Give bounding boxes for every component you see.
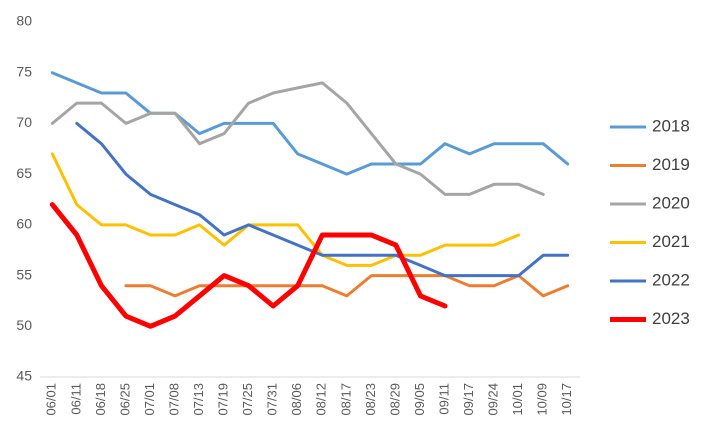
legend-label: 2022 [652, 270, 690, 289]
y-tick-label: 55 [16, 266, 32, 282]
x-tick-label: 09/11 [436, 383, 451, 415]
legend-label: 2020 [652, 193, 690, 212]
x-tick-label: 10/17 [559, 383, 574, 416]
series-line [75, 121, 570, 278]
x-tick-label: 08/06 [289, 383, 304, 416]
x-tick-label: 10/01 [510, 383, 525, 416]
y-tick-label: 50 [16, 317, 32, 333]
y-tick-label: 80 [16, 13, 32, 29]
x-tick-label: 09/17 [461, 383, 476, 416]
x-tick-label: 06/11 [68, 383, 83, 415]
x-tick-label: 09/05 [412, 383, 427, 416]
x-tick-label: 07/31 [265, 383, 280, 416]
x-tick-label: 07/01 [142, 383, 157, 416]
y-tick-label: 45 [16, 368, 32, 384]
legend-label: 2021 [652, 232, 690, 251]
series-line [50, 152, 521, 267]
x-tick-label: 08/29 [387, 383, 402, 416]
x-tick-label: 06/18 [93, 383, 108, 416]
y-tick-label: 60 [16, 216, 32, 232]
x-tick-label: 07/08 [166, 383, 181, 416]
series-line [50, 71, 570, 176]
x-tick-label: 07/13 [191, 383, 206, 416]
y-tick-label: 75 [16, 63, 32, 79]
x-tick-label: 07/19 [216, 383, 231, 416]
legend-label: 2023 [652, 309, 690, 328]
x-tick-label: 10/09 [535, 383, 550, 416]
x-tick-label: 09/24 [486, 383, 501, 416]
legend-label: 2018 [652, 116, 690, 135]
series-line [50, 81, 545, 196]
y-tick-label: 70 [16, 114, 32, 130]
x-tick-label: 08/12 [314, 383, 329, 416]
series-line [49, 202, 448, 329]
y-tick-label: 65 [16, 165, 32, 181]
x-tick-label: 07/25 [240, 383, 255, 416]
x-tick-label: 06/01 [44, 383, 59, 416]
series-line [124, 274, 570, 298]
legend-label: 2019 [652, 155, 690, 174]
x-tick-label: 08/17 [338, 383, 353, 416]
x-tick-label: 06/25 [117, 383, 132, 416]
x-tick-label: 08/23 [363, 383, 378, 416]
